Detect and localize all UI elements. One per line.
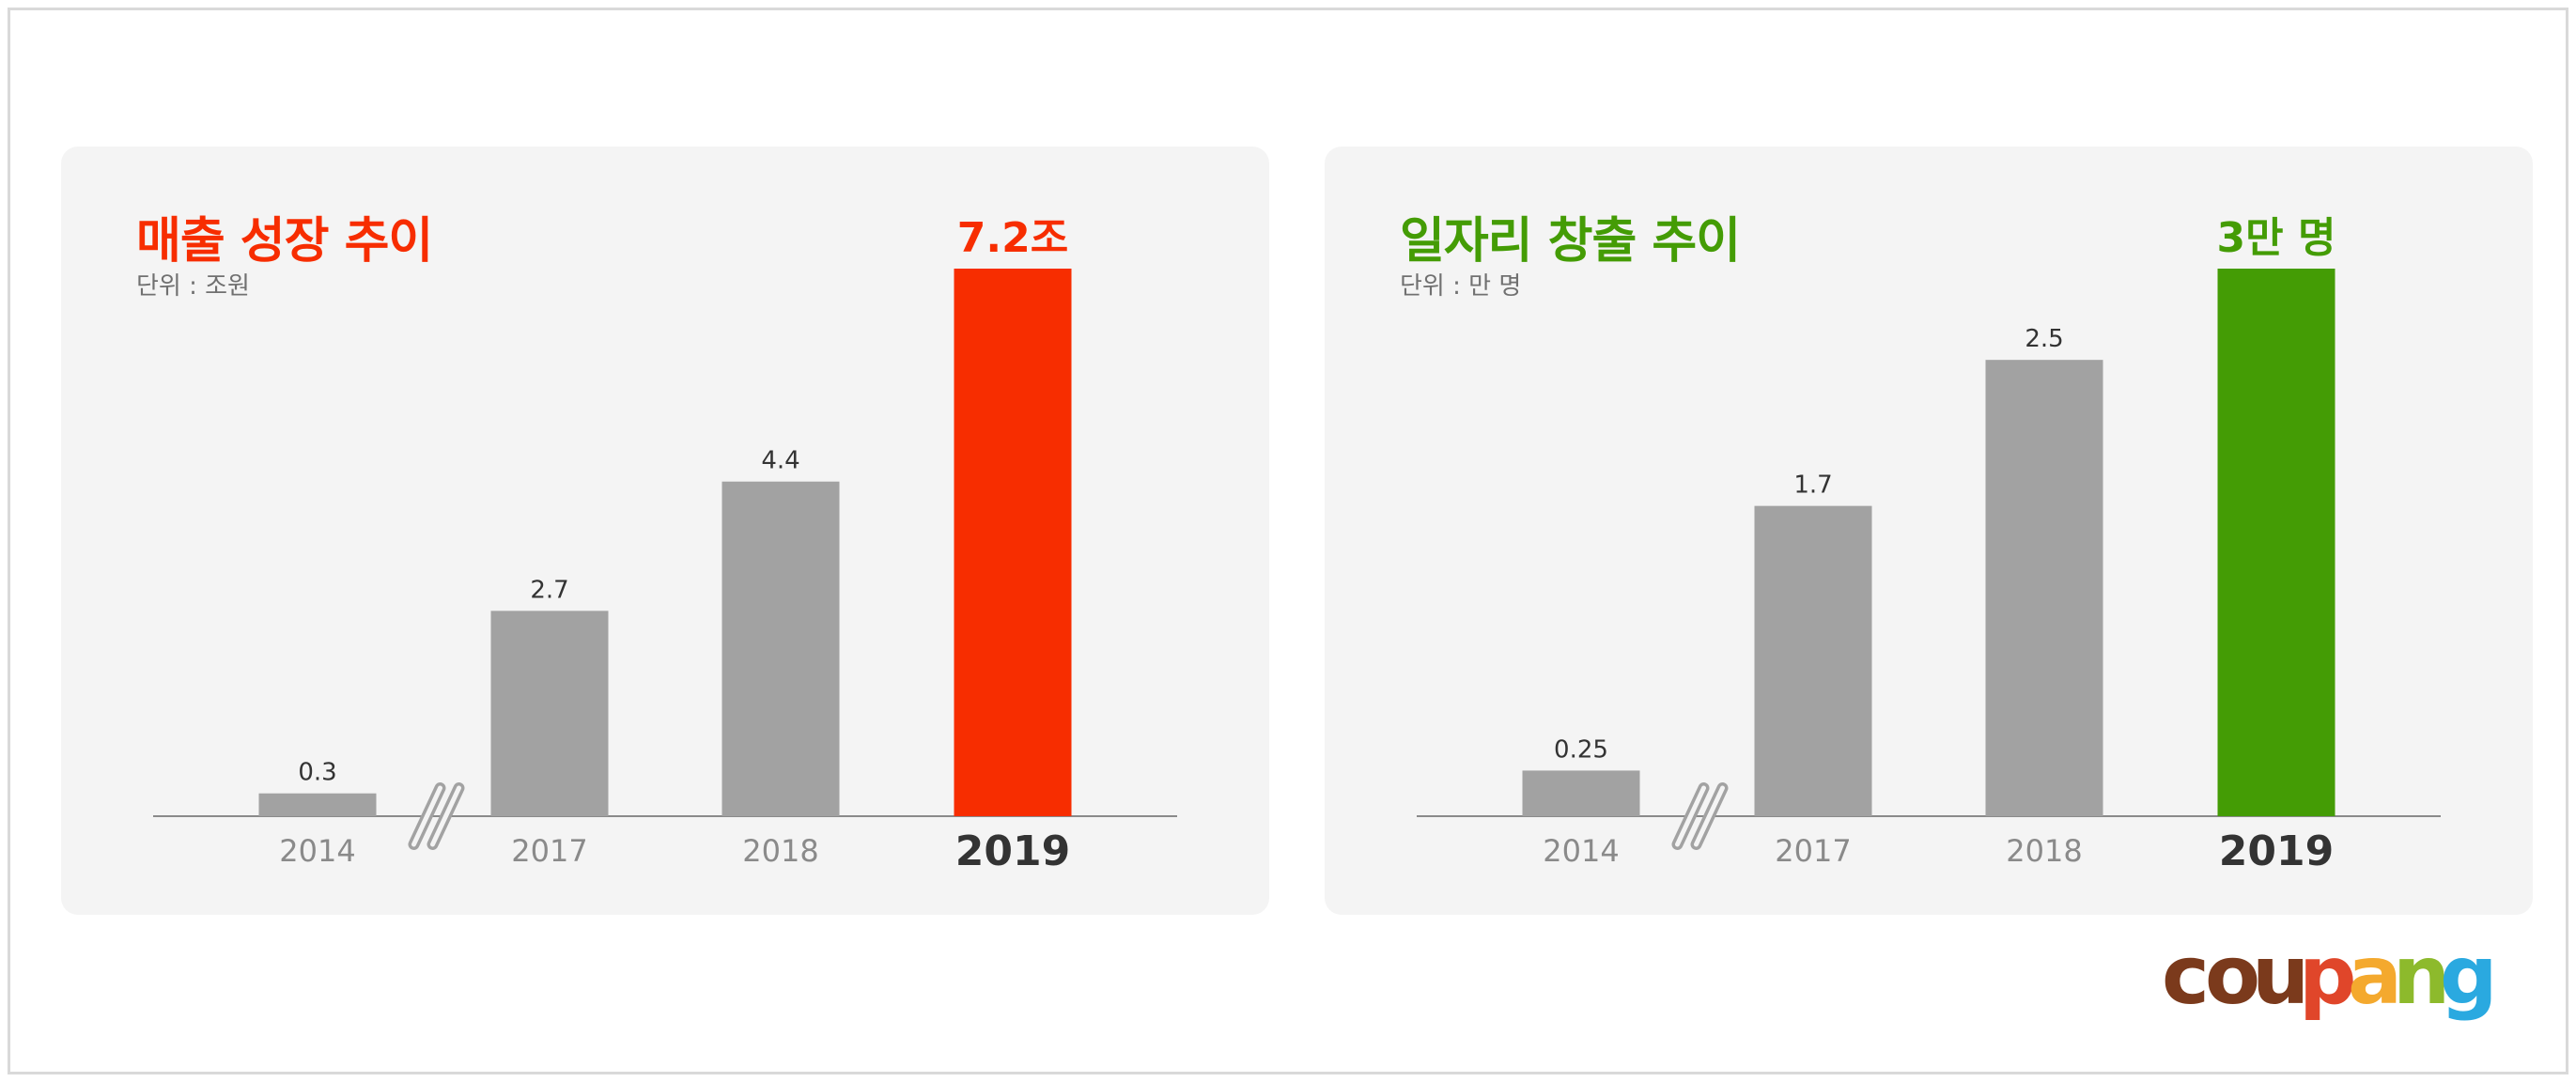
jobs-growth-panel: 일자리 창출 추이 단위 : 만 명 0.25 2014 1.7 2017 2.5 201… — [1325, 147, 2533, 915]
bar-value-label: 4.4 — [761, 447, 799, 475]
bar-value-label: 2.5 — [2025, 325, 2063, 353]
x-tick-label: 2017 — [511, 833, 587, 869]
bar-2019 — [2217, 269, 2335, 816]
bar-value-label: 0.3 — [298, 759, 336, 787]
x-tick-label: 2019 — [955, 827, 1070, 875]
x-tick-label: 2018 — [2006, 833, 2082, 869]
infographic-frame: 매출 성장 추이 단위 : 조원 0.3 2014 2.7 2017 4.4 2018 7.… — [8, 8, 2568, 1074]
bar-value-label: 1.7 — [1793, 471, 1832, 500]
axis-break-icon — [408, 782, 465, 850]
bar-2018 — [722, 481, 840, 816]
logo-letter: p — [2299, 935, 2357, 1023]
sales-chart-unit: 단위 : 조원 — [136, 272, 250, 301]
sales-chart-title: 매출 성장 추이 — [136, 213, 433, 270]
logo-letter: u — [2252, 935, 2309, 1023]
bar-2017 — [1754, 505, 1872, 816]
jobs-chart-title: 일자리 창출 추이 — [1400, 213, 1741, 270]
bar-2014 — [1522, 770, 1640, 816]
bar-value-label: 2.7 — [530, 576, 568, 604]
logo-letter: n — [2393, 935, 2450, 1023]
logo-letter: c — [2162, 935, 2210, 1023]
x-tick-label: 2014 — [279, 833, 355, 869]
bar-2017 — [490, 611, 609, 816]
x-tick-label: 2014 — [1543, 833, 1619, 869]
x-tick-label: 2019 — [2219, 827, 2334, 875]
bar-value-label: 0.25 — [1554, 735, 1608, 764]
bar-2018 — [1985, 360, 2103, 816]
jobs-chart-unit: 단위 : 만 명 — [1400, 272, 1522, 301]
jobs-bar-chart: 0.25 2014 1.7 2017 2.5 2018 3만 명 2019 — [1417, 214, 2441, 875]
sales-growth-panel: 매출 성장 추이 단위 : 조원 0.3 2014 2.7 2017 4.4 2018 7.… — [61, 147, 1269, 915]
bar-2014 — [258, 793, 377, 816]
x-tick-label: 2018 — [742, 833, 818, 869]
sales-bar-chart: 0.3 2014 2.7 2017 4.4 2018 7.2조 2019 — [153, 214, 1177, 875]
bar-2019 — [954, 269, 1072, 816]
logo-letter: a — [2348, 935, 2402, 1023]
x-tick-label: 2017 — [1775, 833, 1851, 869]
axis-break-icon — [1671, 782, 1729, 850]
highlight-value-label: 3만 명 — [2217, 214, 2336, 262]
logo-letter: g — [2440, 935, 2498, 1023]
logo-letter: o — [2205, 935, 2260, 1023]
highlight-value-label: 7.2조 — [957, 214, 1068, 262]
